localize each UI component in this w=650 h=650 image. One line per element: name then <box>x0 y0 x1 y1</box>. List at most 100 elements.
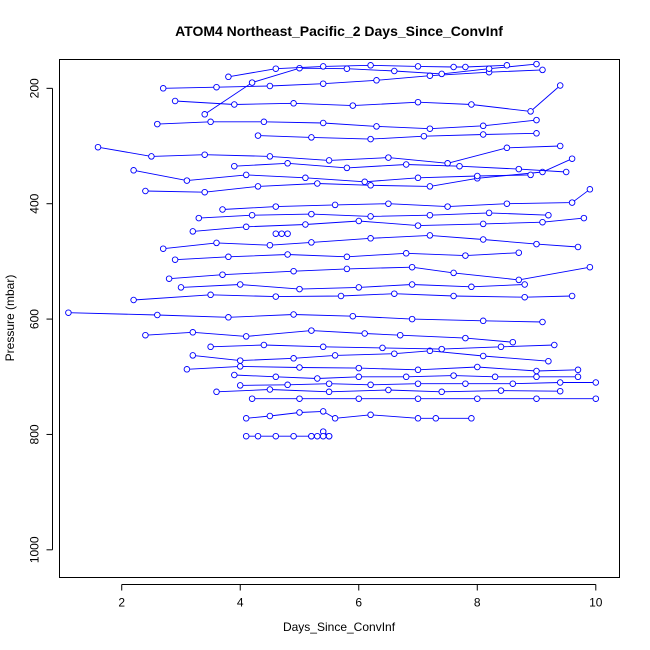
series-19 <box>225 62 511 81</box>
data-point <box>225 314 232 321</box>
data-point <box>551 341 558 349</box>
data-point <box>580 214 588 222</box>
data-point <box>408 315 416 323</box>
series-1 <box>242 408 475 422</box>
data-point <box>462 63 469 71</box>
data-point <box>385 154 392 161</box>
series-14 <box>94 142 564 167</box>
series-11 <box>189 214 588 235</box>
data-point <box>260 118 268 126</box>
data-point <box>408 263 416 271</box>
data-point <box>290 355 297 362</box>
data-point <box>319 119 327 127</box>
data-point <box>402 373 410 381</box>
data-point <box>195 214 203 222</box>
data-point <box>462 380 469 387</box>
series-18 <box>201 60 540 118</box>
data-point <box>414 63 422 70</box>
data-point <box>485 209 493 217</box>
data-point <box>225 253 232 261</box>
data-point <box>308 134 315 141</box>
data-point <box>402 250 410 257</box>
data-point <box>266 153 274 160</box>
data-point <box>231 162 238 170</box>
data-point <box>337 292 345 300</box>
data-point <box>367 381 374 389</box>
data-point <box>314 180 321 187</box>
data-point <box>284 230 291 237</box>
data-point <box>361 330 368 337</box>
series-line <box>175 85 561 112</box>
series-7 <box>65 309 546 326</box>
data-point <box>266 241 274 249</box>
data-point <box>385 386 392 394</box>
series-3 <box>236 379 600 389</box>
data-point <box>527 171 534 179</box>
data-point <box>355 364 363 372</box>
data-point <box>355 284 363 291</box>
data-point <box>284 160 291 167</box>
series-line <box>133 293 573 301</box>
data-point <box>314 432 321 440</box>
series-12 <box>219 186 594 213</box>
data-point <box>355 373 363 381</box>
data-point <box>290 311 297 318</box>
data-point <box>165 275 173 282</box>
y-tick-label: 400 <box>28 193 42 213</box>
data-point <box>201 151 208 158</box>
y-tick-label: 200 <box>28 78 42 98</box>
data-point <box>308 210 315 218</box>
data-point <box>148 153 155 160</box>
data-point <box>438 388 445 396</box>
data-point <box>154 120 161 128</box>
data-point <box>349 102 357 109</box>
data-point <box>479 122 487 130</box>
y-axis: 200 400 600 800 1000 <box>28 78 53 563</box>
series-25 <box>171 249 523 263</box>
data-point <box>94 143 102 151</box>
data-point <box>231 101 238 108</box>
series-29 <box>272 230 291 237</box>
series-line <box>192 217 584 232</box>
data-point <box>402 161 410 168</box>
data-point <box>248 211 256 219</box>
series-10 <box>159 232 582 252</box>
data-point <box>373 123 380 130</box>
series-line <box>222 188 591 210</box>
data-point <box>319 432 327 440</box>
data-point <box>592 379 600 386</box>
data-point <box>361 178 368 186</box>
data-point <box>474 363 481 371</box>
data-point <box>355 217 363 225</box>
data-point <box>373 77 380 84</box>
data-point <box>426 347 434 355</box>
data-point <box>450 269 457 277</box>
data-point <box>207 118 214 126</box>
data-point <box>521 281 528 288</box>
data-point <box>154 311 161 319</box>
data-point <box>468 415 475 422</box>
series-16 <box>171 82 564 115</box>
data-point <box>319 343 327 351</box>
data-point <box>142 331 149 339</box>
data-point <box>236 357 244 364</box>
data-point <box>183 366 191 373</box>
data-point <box>343 164 351 172</box>
series-line <box>257 132 537 140</box>
data-point <box>414 380 422 387</box>
x-axis-label: Days_Since_ConvInf <box>283 620 396 634</box>
data-point <box>438 70 445 78</box>
data-point <box>468 283 475 291</box>
data-point <box>207 291 214 299</box>
data-point <box>420 132 428 140</box>
data-point <box>391 350 398 357</box>
data-point <box>396 331 404 339</box>
data-point <box>331 352 339 359</box>
series-4 <box>231 371 582 382</box>
data-point <box>207 343 214 351</box>
data-point <box>479 352 487 360</box>
data-point <box>515 165 523 173</box>
data-point <box>290 432 297 440</box>
data-point <box>533 130 540 137</box>
data-point <box>296 409 303 416</box>
